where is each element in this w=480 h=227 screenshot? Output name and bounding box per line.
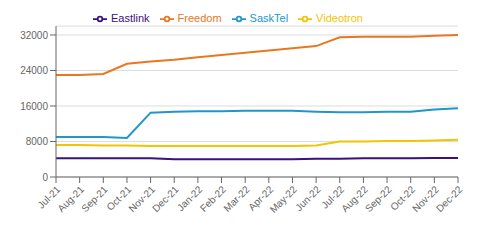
- html-text:SaskTel: SaskTel: [249, 12, 289, 24]
- svg-text:Nov-21: Nov-21: [126, 183, 157, 215]
- svg-text:Oct-21: Oct-21: [104, 183, 134, 213]
- svg-text:32000: 32000: [20, 30, 48, 41]
- svg-text:Feb-22: Feb-22: [197, 183, 228, 214]
- html-text:Eastlink: Eastlink: [111, 12, 150, 24]
- svg-text:Jun-22: Jun-22: [293, 183, 323, 213]
- svg-text:0: 0: [42, 172, 48, 183]
- svg-text:Jul-22: Jul-22: [319, 183, 347, 211]
- svg-text:Apr-22: Apr-22: [246, 183, 276, 213]
- svg-text:Mar-22: Mar-22: [221, 183, 251, 213]
- html-text:Freedom: Freedom: [177, 12, 222, 24]
- svg-text:8000: 8000: [26, 136, 49, 147]
- svg-text:May-22: May-22: [268, 183, 300, 215]
- html-text:Videotron: Videotron: [316, 12, 363, 24]
- svg-text:Jul-21: Jul-21: [35, 183, 63, 211]
- svg-text:16000: 16000: [20, 101, 48, 112]
- svg-text:Dec-21: Dec-21: [150, 183, 181, 214]
- svg-text:Sep-21: Sep-21: [79, 183, 110, 214]
- svg-text:Aug-21: Aug-21: [55, 183, 87, 215]
- svg-text:Aug-22: Aug-22: [339, 183, 370, 215]
- svg-text:Jan-22: Jan-22: [174, 183, 205, 214]
- svg-text:Oct-22: Oct-22: [388, 183, 418, 213]
- svg-text:24000: 24000: [20, 65, 48, 76]
- svg-text:Sep-22: Sep-22: [363, 183, 394, 214]
- svg-text:Dec-22: Dec-22: [434, 183, 465, 214]
- svg-text:Nov-22: Nov-22: [410, 183, 441, 215]
